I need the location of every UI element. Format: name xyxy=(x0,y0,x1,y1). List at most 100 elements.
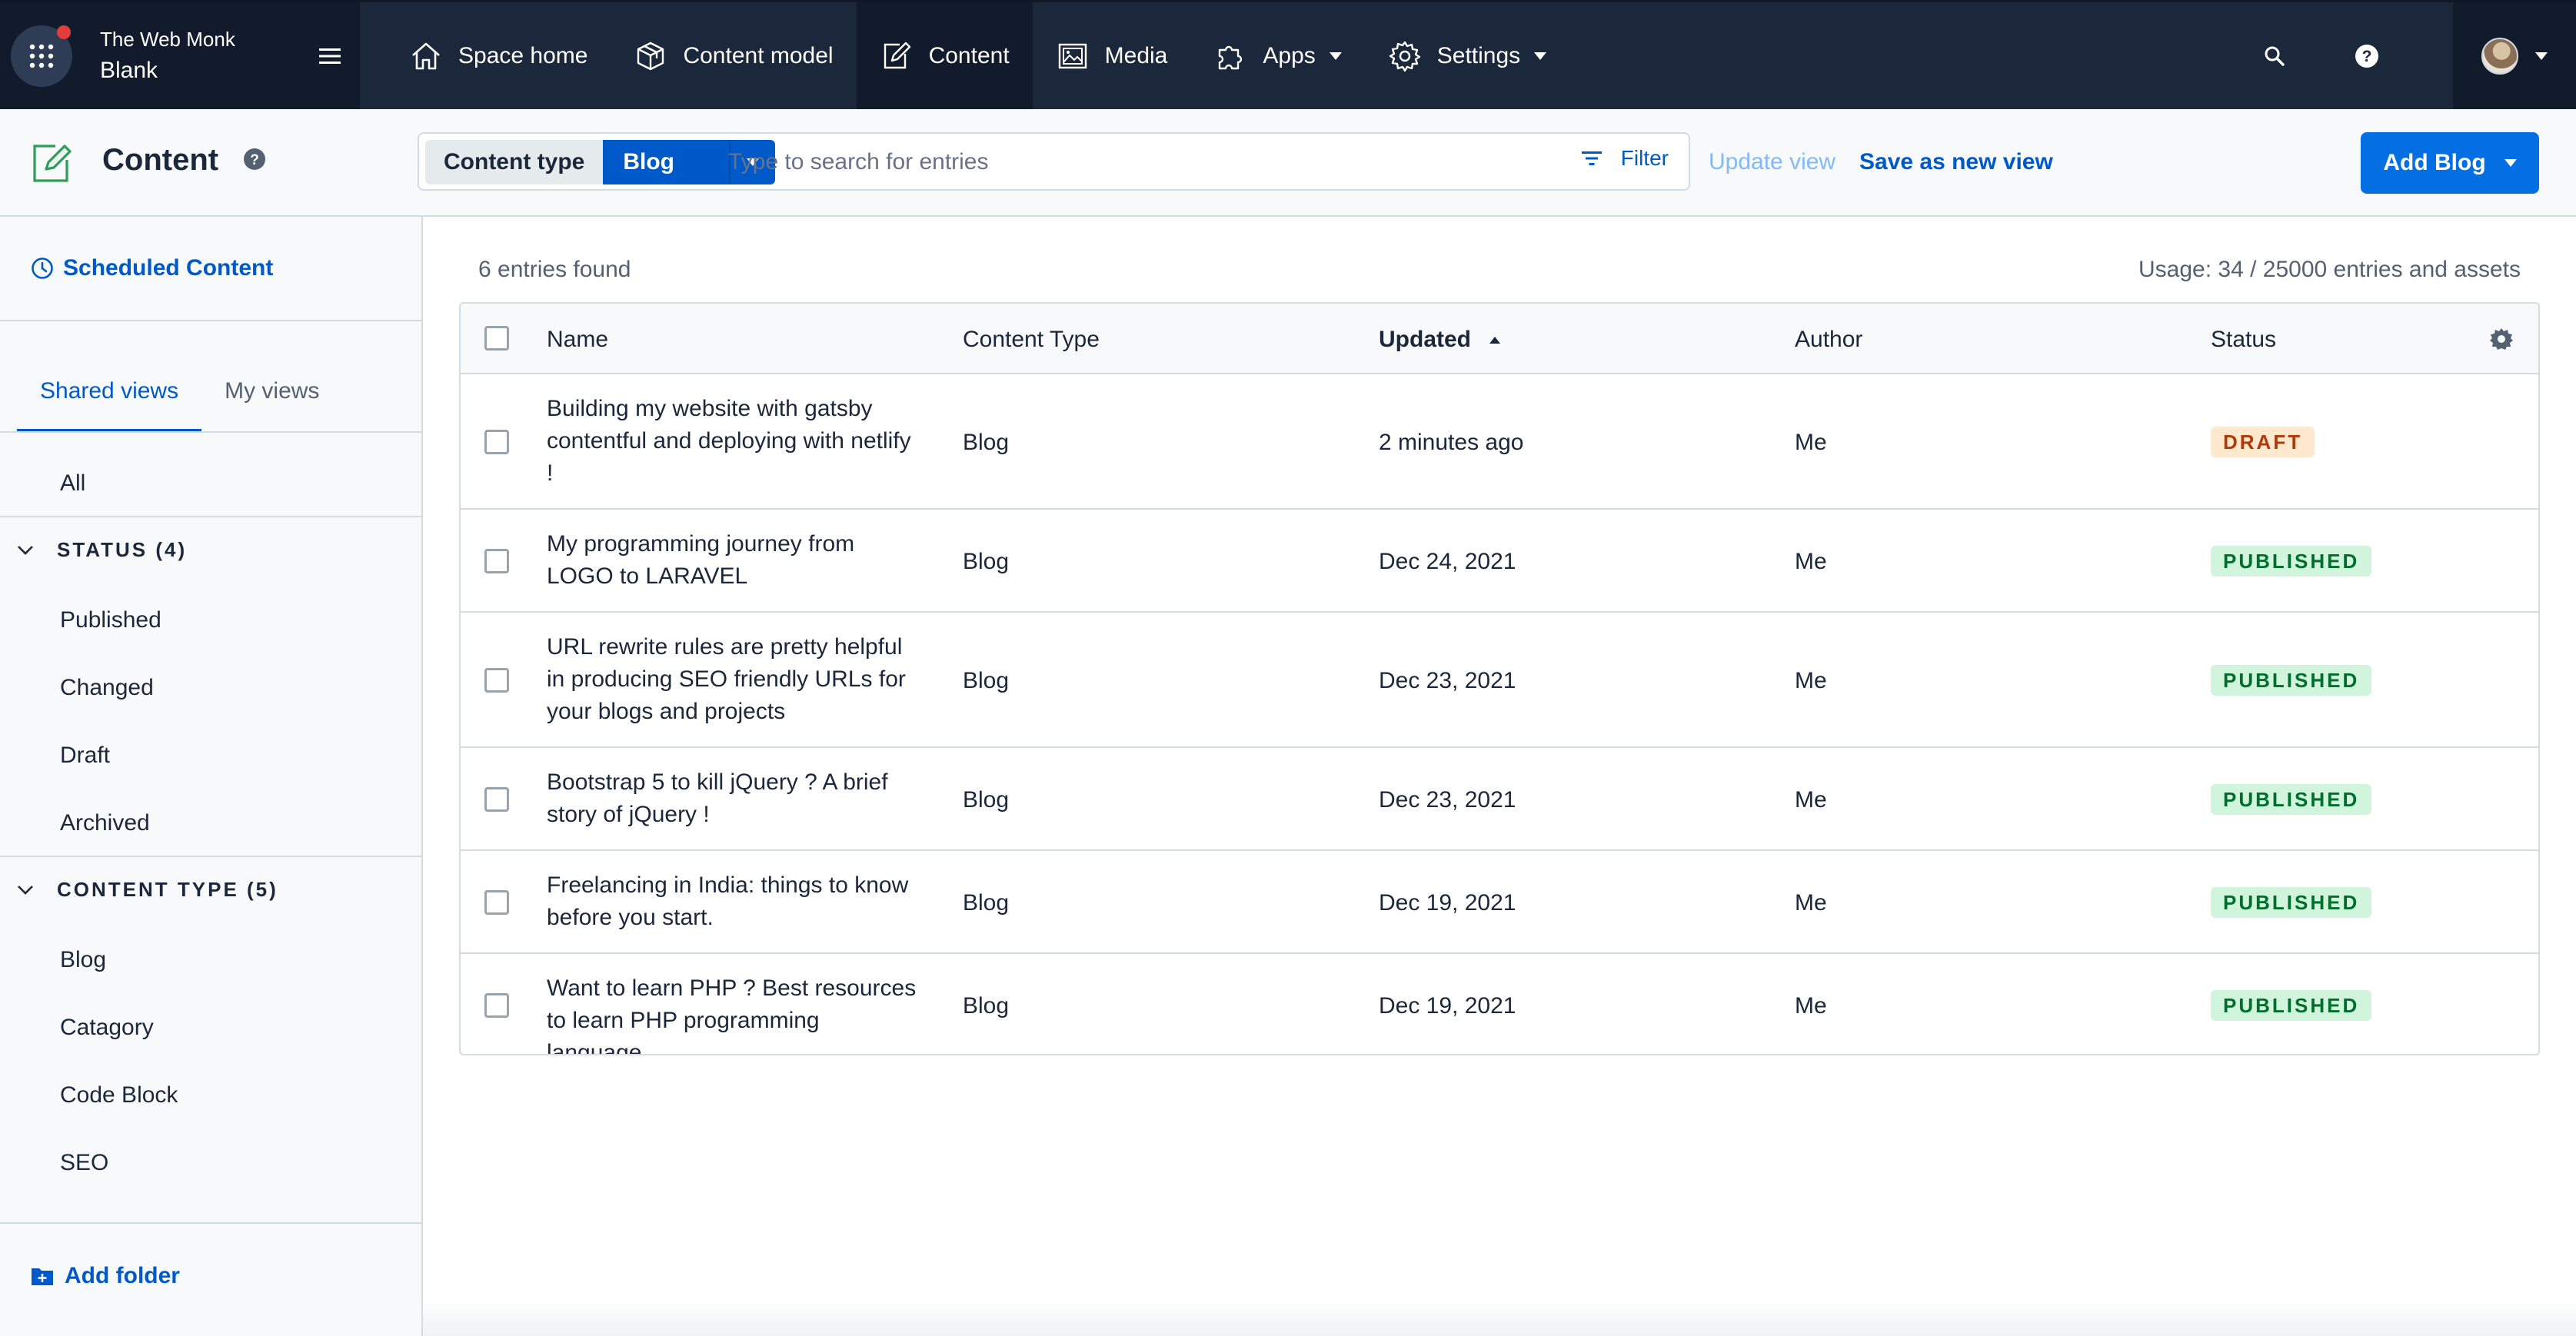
entry-name[interactable]: Freelancing in India: things to know bef… xyxy=(547,872,909,930)
svg-text:?: ? xyxy=(2362,48,2372,65)
select-all-checkbox[interactable] xyxy=(484,326,509,351)
gear-icon[interactable] xyxy=(2489,327,2514,351)
content-header: Content ? Content type Blog Filter Updat… xyxy=(0,109,2576,217)
entry-search-bar: Content type Blog Filter xyxy=(418,132,1690,191)
table-row[interactable]: Freelancing in India: things to know bef… xyxy=(461,851,2538,954)
column-name[interactable]: Name xyxy=(547,327,609,352)
table-row[interactable]: Want to learn PHP ? Best resources to le… xyxy=(461,954,2538,1055)
content-type-group-toggle[interactable]: CONTENT TYPE (5) xyxy=(17,878,278,902)
row-checkbox[interactable] xyxy=(484,890,509,915)
space-environment-name: Blank xyxy=(100,58,158,83)
scheduled-content-link[interactable]: Scheduled Content xyxy=(31,255,273,281)
status-badge: PUBLISHED xyxy=(2211,784,2372,815)
tab-shared-views[interactable]: Shared views xyxy=(17,378,202,433)
nav-label: Space home xyxy=(458,42,588,68)
row-checkbox[interactable] xyxy=(484,993,509,1018)
column-author[interactable]: Author xyxy=(1795,327,1863,352)
hamburger-icon xyxy=(319,48,341,64)
entry-updated: Dec 19, 2021 xyxy=(1379,890,1516,916)
nav-apps[interactable]: Apps xyxy=(1190,2,1364,109)
nav-content-model[interactable]: Content model xyxy=(611,2,856,109)
nav-label: Apps xyxy=(1263,42,1316,68)
entry-name[interactable]: Want to learn PHP ? Best resources to le… xyxy=(547,975,917,1055)
entry-author: Me xyxy=(1795,993,1827,1019)
entry-author: Me xyxy=(1795,890,1827,916)
views-sidebar: Scheduled Content Shared views My views … xyxy=(0,217,423,1336)
entry-author: Me xyxy=(1795,668,1827,693)
column-content-type[interactable]: Content Type xyxy=(963,327,1100,352)
view-archived[interactable]: Archived xyxy=(60,810,150,836)
row-checkbox[interactable] xyxy=(484,549,509,573)
divider xyxy=(0,1222,421,1224)
divider xyxy=(0,431,421,433)
view-all[interactable]: All xyxy=(60,470,86,496)
entry-name[interactable]: My programming journey from LOGO to LARA… xyxy=(547,531,855,589)
table-row[interactable]: URL rewrite rules are pretty helpful in … xyxy=(461,613,2538,748)
help-button[interactable]: ? xyxy=(2321,2,2413,109)
gear-icon xyxy=(1389,41,1420,71)
entry-updated: 2 minutes ago xyxy=(1379,430,1524,455)
row-checkbox[interactable] xyxy=(484,787,509,812)
nav-media[interactable]: Media xyxy=(1033,2,1191,109)
nav-space-home[interactable]: Space home xyxy=(360,2,611,109)
row-checkbox[interactable] xyxy=(484,668,509,693)
update-view-button[interactable]: Update view xyxy=(1709,149,1836,174)
table-row[interactable]: My programming journey from LOGO to LARA… xyxy=(461,510,2538,613)
search-button[interactable] xyxy=(2228,2,2321,109)
caret-down-icon xyxy=(1329,52,1342,60)
bottom-fade xyxy=(423,1299,2576,1336)
status-badge: PUBLISHED xyxy=(2211,990,2372,1021)
nav-label: Settings xyxy=(1436,42,1521,68)
status-badge: PUBLISHED xyxy=(2211,546,2372,577)
view-seo[interactable]: SEO xyxy=(60,1150,109,1175)
view-blog[interactable]: Blog xyxy=(60,947,107,972)
search-input[interactable] xyxy=(728,145,1497,180)
content-type-value[interactable]: Blog xyxy=(603,140,730,184)
entry-name[interactable]: Bootstrap 5 to kill jQuery ? A brief sto… xyxy=(547,769,888,827)
row-checkbox[interactable] xyxy=(484,430,509,454)
menu-button[interactable] xyxy=(318,47,341,65)
filter-button[interactable]: Filter xyxy=(1581,146,1669,171)
divider xyxy=(0,856,421,857)
views-tabs: Shared views My views xyxy=(17,378,342,433)
content-type-filter[interactable]: Content type Blog xyxy=(425,140,776,184)
entry-name[interactable]: Building my website with gatsby contentf… xyxy=(547,396,911,486)
status-group-toggle[interactable]: STATUS (4) xyxy=(17,538,187,562)
space-org-name: The Web Monk xyxy=(100,28,235,51)
add-folder-button[interactable]: Add folder xyxy=(31,1263,180,1289)
avatar xyxy=(2481,37,2518,75)
view-published[interactable]: Published xyxy=(60,607,161,633)
filter-icon xyxy=(1581,151,1602,165)
nav-content[interactable]: Content xyxy=(856,2,1033,109)
column-status[interactable]: Status xyxy=(2211,327,2277,352)
save-as-new-view-button[interactable]: Save as new view xyxy=(1859,149,2053,174)
status-group-label: STATUS (4) xyxy=(57,538,188,561)
view-code-block[interactable]: Code Block xyxy=(60,1082,178,1108)
view-draft[interactable]: Draft xyxy=(60,743,111,768)
space-switcher[interactable]: The Web Monk Blank xyxy=(0,2,360,109)
help-icon: ? xyxy=(2355,44,2378,68)
tab-my-views[interactable]: My views xyxy=(225,378,320,404)
view-catagory[interactable]: Catagory xyxy=(60,1015,154,1040)
app-grid-button[interactable] xyxy=(11,25,72,87)
account-menu[interactable] xyxy=(2453,2,2576,109)
media-icon xyxy=(1058,43,1087,68)
entry-author: Me xyxy=(1795,787,1827,813)
caret-down-icon xyxy=(2535,52,2548,60)
add-entry-button[interactable]: Add Blog xyxy=(2361,132,2539,194)
nav-settings[interactable]: Settings xyxy=(1365,2,1569,109)
search-icon xyxy=(2265,46,2285,66)
entry-updated: Dec 24, 2021 xyxy=(1379,549,1516,574)
column-updated[interactable]: Updated xyxy=(1379,327,1500,353)
table-row[interactable]: Building my website with gatsby contentf… xyxy=(461,374,2538,510)
entry-content-type: Blog xyxy=(963,668,1010,693)
entry-name[interactable]: URL rewrite rules are pretty helpful in … xyxy=(547,634,906,724)
table-row[interactable]: Bootstrap 5 to kill jQuery ? A brief sto… xyxy=(461,748,2538,851)
sort-ascending-icon xyxy=(1489,336,1500,344)
notification-dot xyxy=(57,25,71,39)
entry-content-type: Blog xyxy=(963,787,1010,813)
view-changed[interactable]: Changed xyxy=(60,675,154,700)
status-badge: PUBLISHED xyxy=(2211,887,2372,918)
help-icon[interactable]: ? xyxy=(243,148,266,171)
nav-label: Content model xyxy=(683,42,834,68)
